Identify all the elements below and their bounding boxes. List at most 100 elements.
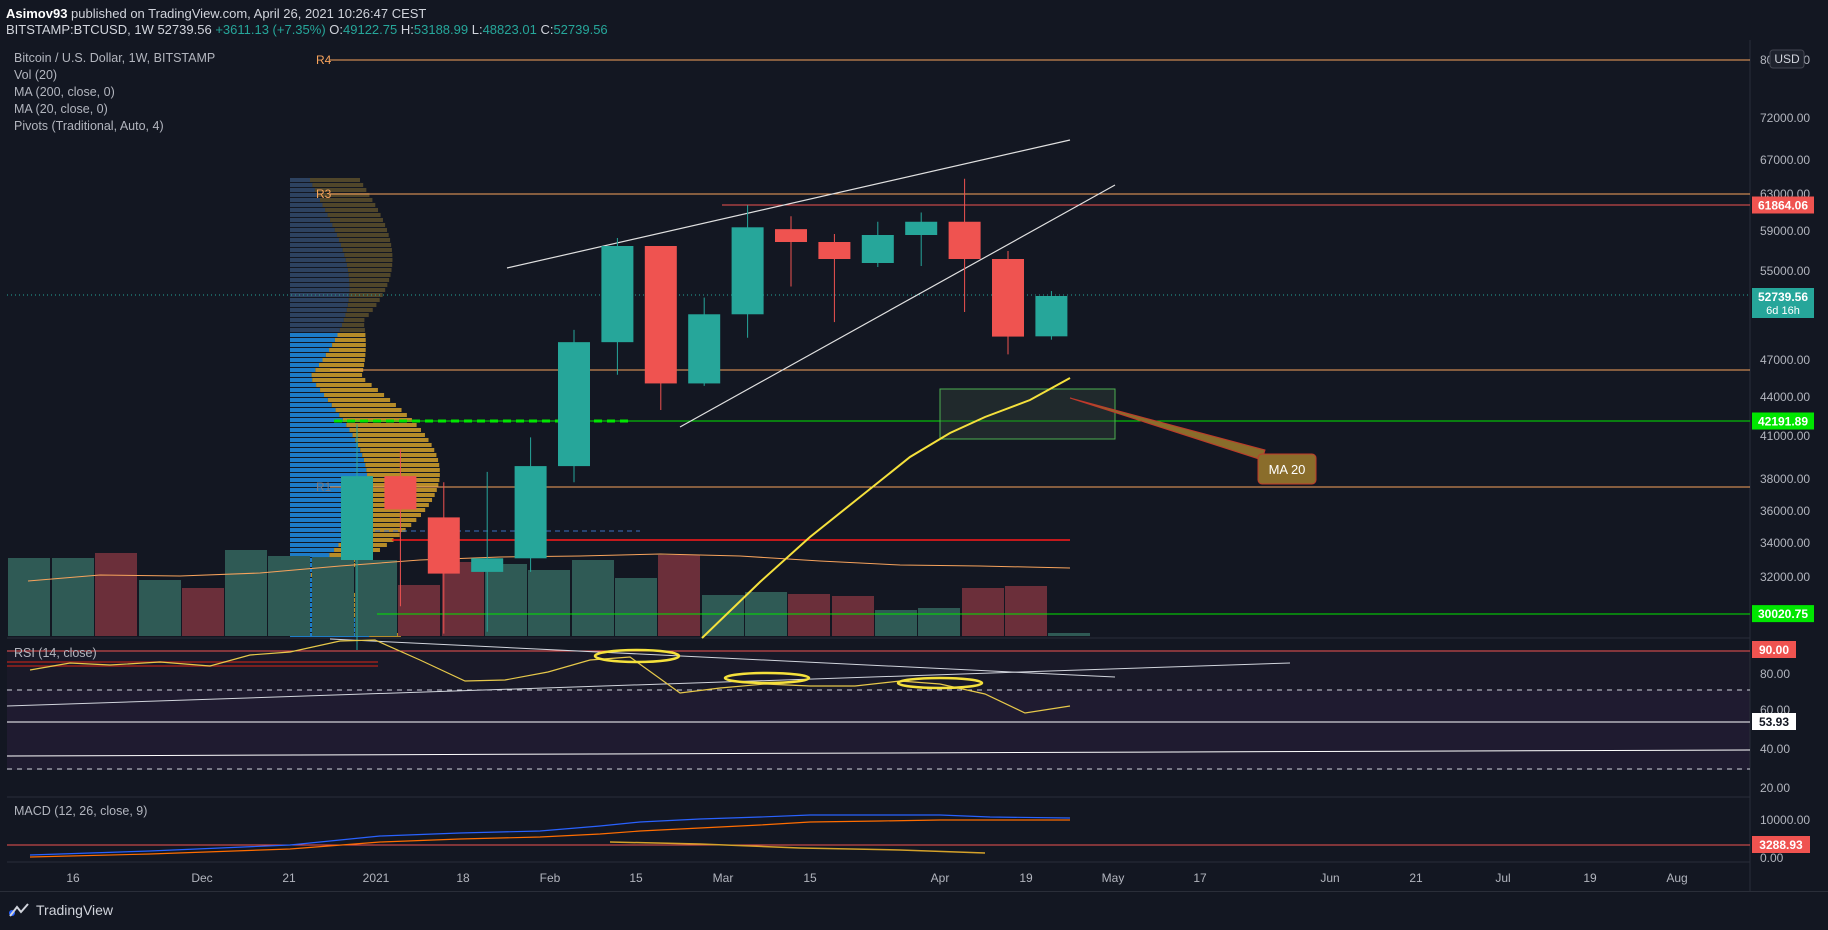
candle-body[interactable]: [427, 517, 460, 574]
volume-profile-bar: [290, 493, 367, 497]
price-tag-value: 30020.75: [1758, 607, 1808, 621]
price-tick-label: 34000.00: [1760, 536, 1810, 550]
time-tick-label: Aug: [1666, 871, 1687, 885]
volume-bar: [528, 570, 570, 636]
legend-pivots[interactable]: Pivots (Traditional, Auto, 4): [14, 119, 164, 133]
price-tick-label: 59000.00: [1760, 224, 1810, 238]
last-price: 52739.56: [157, 22, 212, 37]
candle-body[interactable]: [731, 227, 764, 315]
low-value: 48823.01: [482, 22, 537, 37]
candle-body[interactable]: [861, 235, 894, 263]
time-axis[interactable]: 16 Dec 21 2021 18 Feb 15 Mar 15 Apr 19 May 17 Jun 21 Ju…: [66, 871, 1687, 885]
brand-text: TradingView: [36, 902, 114, 918]
candle-body[interactable]: [341, 476, 373, 560]
candle-body[interactable]: [558, 342, 590, 467]
volume-profile-bar: [290, 183, 313, 187]
annotation-callout[interactable]: [1257, 453, 1317, 485]
volume-profile-bar: [290, 548, 335, 552]
volume-profile-bar: [290, 268, 348, 272]
volume-profile-bar: [310, 178, 360, 182]
volume-profile-bar: [290, 298, 349, 302]
volume-profile-bar: [322, 203, 376, 207]
price-tick-label: 55000.00: [1760, 264, 1810, 278]
volume-profile-bar: [290, 328, 340, 332]
volume-bar: [8, 558, 50, 636]
volume-profile-bar: [290, 528, 351, 532]
volume-profile-bar: [290, 383, 317, 387]
volume-profile-bar: [347, 268, 392, 272]
candle-body[interactable]: [514, 466, 547, 559]
candle-body[interactable]: [905, 221, 938, 235]
macd-legend[interactable]: MACD (12, 26, close, 9): [14, 804, 148, 818]
candle-body[interactable]: [948, 221, 981, 259]
lower-trendline[interactable]: [679, 184, 1116, 428]
macd-axis: 10000.00 0.00: [1760, 813, 1810, 865]
volume-bar: [52, 558, 94, 636]
price-chart[interactable]: R4 R3 R1 MA 20 80000.0072000.006: [0, 40, 1828, 891]
macd-pane[interactable]: [7, 814, 1750, 858]
upper-trendline[interactable]: [506, 139, 1071, 269]
volume-profile-bar: [367, 473, 440, 477]
rsi-tick: 40.00: [1760, 742, 1790, 756]
volume-profile-bar: [290, 238, 340, 242]
rsi-legend[interactable]: RSI (14, close): [14, 646, 97, 660]
author-name[interactable]: Asimov93: [6, 6, 68, 21]
candle-body[interactable]: [601, 246, 634, 343]
time-tick-label: Apr: [931, 871, 950, 885]
volume-profile-bar: [290, 363, 320, 367]
high-label: H:: [400, 22, 414, 37]
volume-profile-bar: [290, 438, 356, 442]
volume-profile-bar: [290, 278, 350, 282]
candle-body[interactable]: [1035, 296, 1068, 337]
candle-body[interactable]: [384, 476, 417, 510]
volume-profile-bar: [360, 448, 435, 452]
macd-tick: 0.00: [1760, 851, 1784, 865]
main-legend: Bitcoin / U.S. Dollar, 1W, BITSTAMP Vol …: [14, 50, 215, 135]
time-tick-label: 21: [282, 871, 296, 885]
legend-ma20[interactable]: MA (20, close, 0): [14, 102, 108, 116]
currency-button[interactable]: [1769, 49, 1805, 69]
volume-profile-bar: [290, 593, 333, 597]
rsi-pane[interactable]: [6, 638, 1751, 770]
time-tick-label: 21: [1409, 871, 1423, 885]
volume-profile-bar: [290, 323, 342, 327]
volume-profile-bar: [290, 223, 333, 227]
volume-profile-bar: [353, 523, 412, 527]
candle-body[interactable]: [992, 259, 1024, 337]
tradingview-brand[interactable]: TradingView: [8, 902, 113, 918]
volume-bar: [398, 585, 440, 636]
legend-volume[interactable]: Vol (20): [14, 68, 58, 82]
volume-profile-bar: [290, 198, 320, 202]
volume-profile-bar: [290, 178, 310, 182]
candle-body[interactable]: [688, 314, 721, 384]
volume-profile-bar: [290, 213, 328, 217]
ma20-line[interactable]: [701, 377, 1071, 639]
volume-profile-bar: [322, 358, 365, 362]
price-tag-value: 42191.89: [1758, 415, 1808, 429]
candle-body[interactable]: [471, 558, 504, 572]
candle-body[interactable]: [775, 229, 807, 242]
macd-tag: [1752, 836, 1810, 853]
volume-profile-bar: [290, 253, 345, 257]
time-tick-label: 19: [1583, 871, 1597, 885]
volume-profile-bar: [325, 353, 366, 357]
legend-title[interactable]: Bitcoin / U.S. Dollar, 1W, BITSTAMP: [14, 51, 216, 65]
candle-body[interactable]: [644, 246, 677, 384]
volume-profile-bar: [359, 513, 421, 517]
time-tick-label: May: [1102, 871, 1125, 885]
volume-profile-bar: [290, 398, 328, 402]
price-change: +3611.13 (+7.35%): [215, 22, 326, 37]
volume-profile-bar: [290, 303, 348, 307]
legend-ma200[interactable]: MA (200, close, 0): [14, 85, 115, 99]
rsi-lower-trendline: [6, 749, 1751, 757]
volume-profile-bar: [290, 523, 354, 527]
rsi-rising-trendline: [6, 662, 1291, 707]
publish-line: Asimov93 published on TradingView.com, A…: [6, 6, 426, 21]
volume-profile-bar: [290, 463, 366, 467]
highlight-zone[interactable]: [939, 388, 1116, 440]
volume-profile-bar: [332, 343, 366, 347]
volume-profile-bar: [290, 283, 350, 287]
volume-profile-bar: [290, 448, 361, 452]
candle-body[interactable]: [818, 242, 851, 259]
